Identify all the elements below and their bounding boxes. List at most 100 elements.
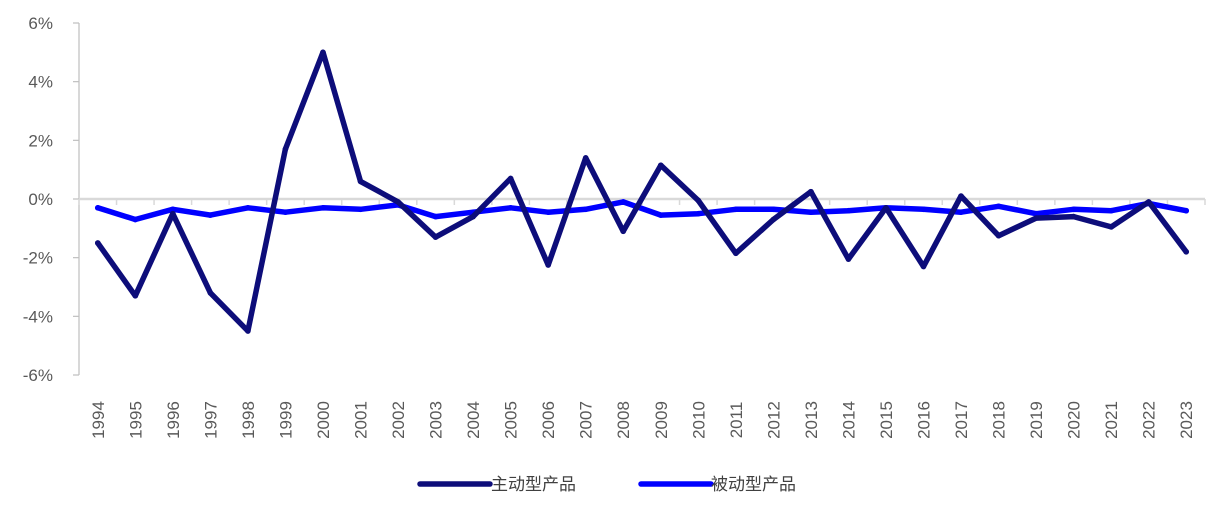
data-point (620, 228, 627, 235)
data-point (357, 178, 364, 185)
data-point (207, 290, 214, 296)
data-point (883, 205, 889, 211)
x-tick-label: 2006 (539, 401, 558, 439)
data-point (770, 206, 777, 213)
legend-label: 被动型产品 (711, 475, 796, 495)
x-tick-label: 2016 (915, 401, 934, 439)
data-point (320, 205, 326, 211)
data-point (733, 250, 739, 257)
data-point (132, 216, 139, 223)
data-point (695, 197, 702, 204)
legend-label: 主动型产品 (491, 475, 576, 495)
x-tick-label: 1995 (126, 401, 145, 439)
y-tick-label: 2% (28, 131, 53, 150)
data-point (1183, 207, 1190, 214)
data-point (1183, 249, 1190, 255)
data-point (282, 146, 289, 152)
data-point (1108, 224, 1114, 230)
x-tick-label: 2020 (1065, 401, 1084, 439)
x-tick-label: 2007 (577, 401, 596, 439)
data-point (958, 193, 964, 199)
x-tick-label: 2022 (1140, 401, 1159, 439)
data-point (620, 199, 627, 205)
data-point (1033, 210, 1039, 217)
x-tick-label: 2021 (1102, 401, 1121, 439)
data-point (920, 263, 927, 270)
x-tick-label: 2003 (427, 401, 446, 439)
x-tick-label: 2017 (952, 401, 971, 439)
x-tick-label: 2005 (502, 401, 521, 439)
data-point (507, 175, 514, 182)
data-point (170, 206, 176, 213)
data-point (507, 205, 514, 211)
data-point (170, 210, 176, 217)
y-tick-label: 4% (28, 73, 53, 92)
data-point (657, 212, 664, 218)
series-line-active (95, 49, 1189, 334)
data-point (695, 210, 702, 217)
series-line-passive (95, 199, 1189, 223)
x-tick-label: 2019 (1027, 401, 1046, 439)
data-point (282, 209, 289, 215)
x-tick-label: 2023 (1177, 401, 1196, 439)
x-tick-label: 1994 (89, 401, 108, 439)
x-tick-label: 2013 (802, 401, 821, 439)
data-point (845, 256, 852, 262)
data-point (320, 49, 326, 56)
x-tick-label: 2012 (764, 401, 783, 439)
data-point (245, 328, 251, 334)
data-point (808, 209, 814, 215)
data-point (357, 206, 364, 213)
x-tick-label: 2009 (652, 401, 671, 439)
x-tick-label: 1999 (276, 401, 295, 439)
legend: 主动型产品 被动型产品 (417, 475, 796, 495)
data-point (582, 155, 589, 161)
data-point (1145, 199, 1152, 205)
data-point (845, 207, 852, 214)
data-point (432, 234, 439, 240)
x-tick-label: 2010 (689, 401, 708, 439)
x-tick-label: 1997 (201, 401, 220, 439)
data-point (432, 213, 439, 220)
data-point (395, 199, 401, 205)
data-point (207, 212, 214, 218)
data-point (1070, 206, 1077, 213)
x-tick-label: 2011 (727, 402, 746, 439)
data-point (958, 209, 964, 215)
data-point (1108, 207, 1114, 214)
data-point (94, 240, 101, 246)
x-tick-label: 1996 (164, 401, 183, 439)
data-point (995, 203, 1002, 210)
x-tick-label: 2008 (614, 401, 633, 439)
data-point (94, 205, 101, 211)
data-point (1033, 215, 1039, 221)
y-tick-label: -2% (23, 249, 53, 268)
data-point (920, 206, 927, 213)
y-tick-label: 0% (28, 190, 53, 209)
x-tick-label: 2000 (314, 401, 333, 439)
data-point (582, 206, 589, 213)
y-axis: -6% -4% -2% 0% 2% 4% 6% (23, 14, 80, 385)
y-tick-label: 6% (28, 14, 53, 33)
data-point (470, 213, 476, 220)
data-point (808, 188, 814, 195)
x-tick-label: 2018 (990, 401, 1009, 439)
x-tick-label: 2015 (877, 401, 896, 439)
x-tick-label: 2004 (464, 401, 483, 439)
data-point (132, 293, 139, 299)
data-point (657, 162, 664, 169)
x-tick-label: 2001 (352, 401, 371, 439)
data-point (245, 205, 251, 211)
x-tick-label: 2002 (389, 401, 408, 439)
y-tick-label: -4% (23, 307, 53, 326)
data-point (545, 262, 551, 268)
data-point (733, 206, 739, 213)
data-point (1070, 213, 1077, 220)
x-tick-label: 1998 (239, 401, 258, 439)
data-point (995, 232, 1002, 239)
y-tick-label: -6% (23, 366, 53, 385)
data-point (545, 209, 551, 215)
series-layer (94, 49, 1190, 334)
x-tick-label: 2014 (839, 401, 858, 439)
